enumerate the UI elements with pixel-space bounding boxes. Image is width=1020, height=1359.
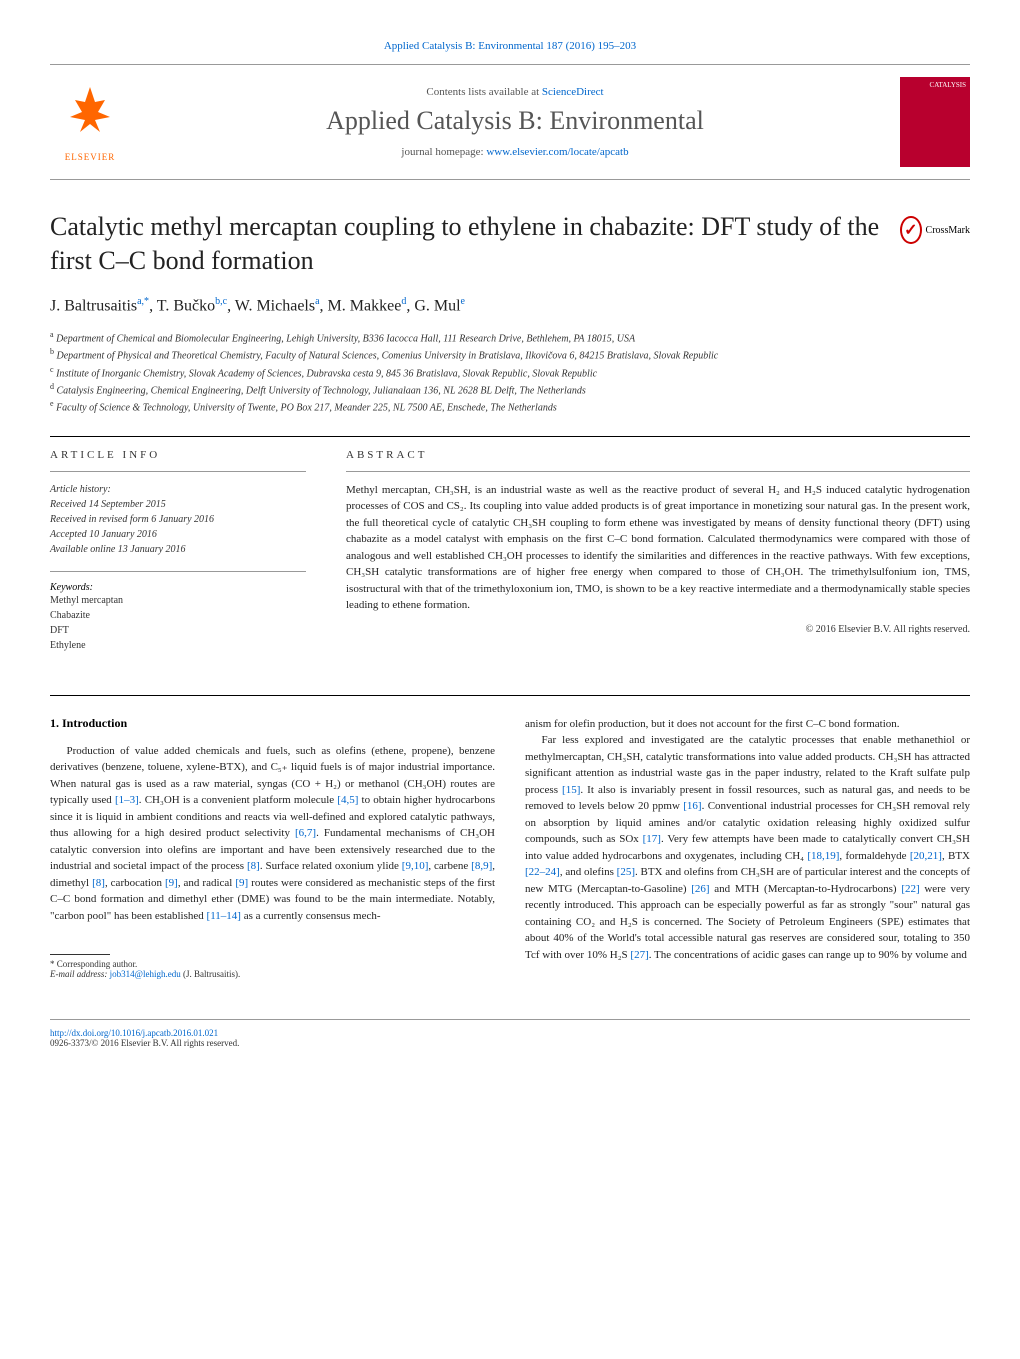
abstract-text: Methyl mercaptan, CH₃SH, is an industria… [346,482,970,614]
email-label: E-mail address: [50,969,110,979]
affiliations: a Department of Chemical and Biomolecula… [50,329,970,416]
journal-title: Applied Catalysis B: Environmental [150,106,880,136]
elsevier-logo: ELSEVIER [50,77,130,167]
corresponding-author: * Corresponding author. E-mail address: … [50,954,495,979]
corresponding-email[interactable]: job314@lehigh.edu [110,969,181,979]
cover-thumbnail: CATALYSIS [900,77,970,167]
received-date: Received 14 September 2015 [50,497,306,512]
col2-p1: anism for olefin production, but it does… [525,716,970,733]
abstract-column: ABSTRACT Methyl mercaptan, CH₃SH, is an … [326,437,970,665]
article-history: Article history: Received 14 September 2… [50,482,306,557]
header-box: ELSEVIER Contents lists available at Sci… [50,64,970,180]
body-col2: anism for olefin production, but it does… [525,716,970,964]
contents-text: Contents lists available at [426,86,541,98]
homepage-text: journal homepage: [401,146,486,158]
journal-ref-link[interactable]: Applied Catalysis B: Environmental 187 (… [384,40,636,52]
header-center: Contents lists available at ScienceDirec… [150,86,880,158]
left-column: 1. Introduction Production of value adde… [50,716,495,980]
right-column: anism for olefin production, but it does… [525,716,970,980]
keywords-list: Methyl mercaptanChabaziteDFTEthylene [50,593,306,653]
issn-copyright: 0926-3373/© 2016 Elsevier B.V. All right… [50,1038,239,1048]
authors-line: J. Baltrusaitisa,*, T. Bučkob,c, W. Mich… [50,296,970,315]
revised-date: Received in revised form 6 January 2016 [50,512,306,527]
crossmark-icon: ✓ [900,216,922,244]
sciencedirect-link[interactable]: ScienceDirect [542,86,604,98]
body-col1: Production of value added chemicals and … [50,743,495,925]
elsevier-tree-icon [60,82,120,152]
abstract-copyright: © 2016 Elsevier B.V. All rights reserved… [346,624,970,635]
body-columns: 1. Introduction Production of value adde… [50,716,970,980]
col1-p1: Production of value added chemicals and … [50,743,495,925]
article-info-label: ARTICLE INFO [50,449,306,461]
keywords-label: Keywords: [50,582,306,593]
homepage-line: journal homepage: www.elsevier.com/locat… [150,146,880,158]
crossmark-badge[interactable]: ✓ CrossMark [900,210,970,250]
section-divider [50,695,970,696]
corresponding-label: * Corresponding author. [50,959,495,969]
history-label: Article history: [50,482,306,497]
abstract-label: ABSTRACT [346,449,970,461]
elsevier-label: ELSEVIER [65,152,116,162]
journal-reference: Applied Catalysis B: Environmental 187 (… [50,40,970,52]
col2-p2: Far less explored and investigated are t… [525,732,970,963]
footer: http://dx.doi.org/10.1016/j.apcatb.2016.… [50,1019,970,1048]
cover-thumb-label: CATALYSIS [900,77,970,93]
intro-heading: 1. Introduction [50,716,495,731]
contents-line: Contents lists available at ScienceDirec… [150,86,880,98]
title-row: Catalytic methyl mercaptan coupling to e… [50,210,970,278]
accepted-date: Accepted 10 January 2016 [50,527,306,542]
doi-link[interactable]: http://dx.doi.org/10.1016/j.apcatb.2016.… [50,1028,218,1038]
article-info-column: ARTICLE INFO Article history: Received 1… [50,437,326,665]
corresponding-name: (J. Baltrusaitis). [181,969,241,979]
info-abstract-row: ARTICLE INFO Article history: Received 1… [50,436,970,665]
homepage-link[interactable]: www.elsevier.com/locate/apcatb [486,146,628,158]
crossmark-label: CrossMark [926,225,970,236]
online-date: Available online 13 January 2016 [50,542,306,557]
article-title: Catalytic methyl mercaptan coupling to e… [50,210,880,278]
